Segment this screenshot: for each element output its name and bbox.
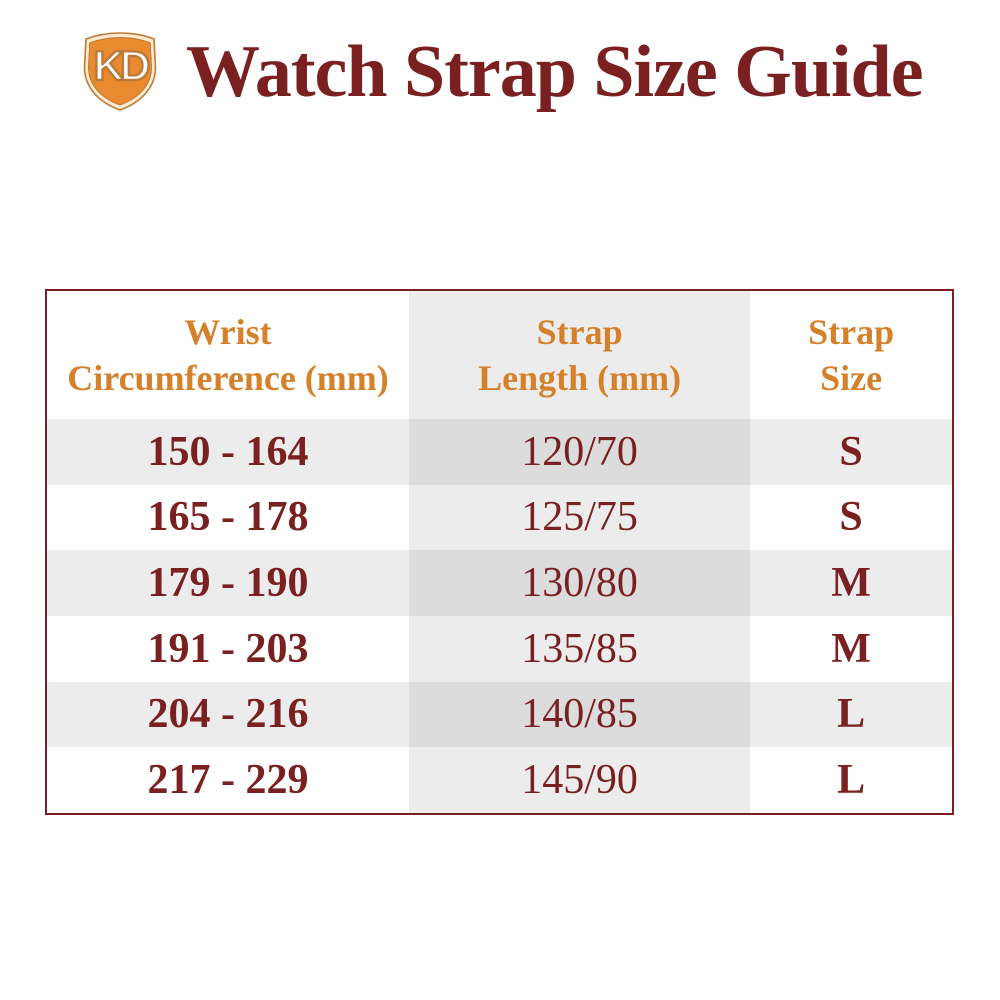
svg-text:KD: KD <box>94 42 149 89</box>
